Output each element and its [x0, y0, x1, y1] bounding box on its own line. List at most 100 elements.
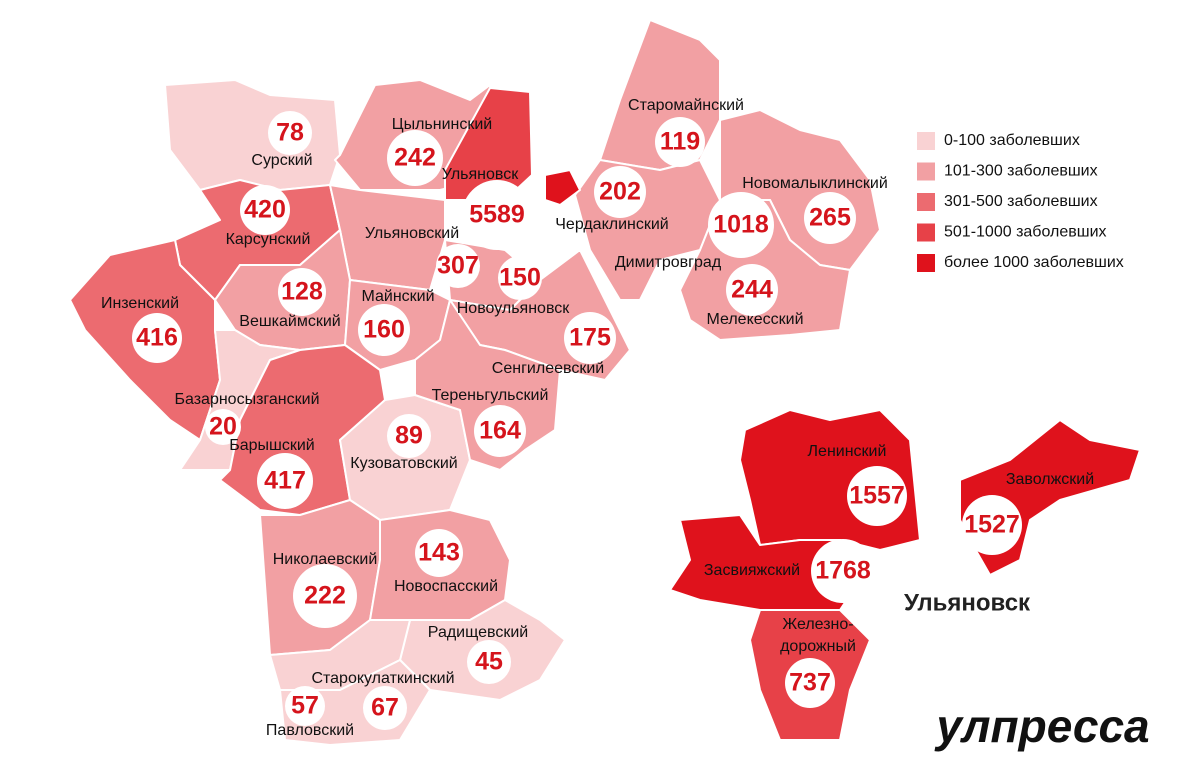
region-cases: 128: [281, 278, 323, 306]
region-cases: 160: [363, 316, 405, 344]
region-cases: 242: [394, 144, 436, 172]
district-cases: 1768: [815, 557, 871, 585]
value-badge: [708, 192, 774, 258]
region-name: Николаевский: [273, 551, 378, 568]
legend-swatch: [917, 223, 935, 242]
region-name: Тереньгульский: [432, 387, 549, 404]
legend-swatch: [917, 162, 935, 181]
value-badge: [358, 304, 410, 356]
region-cases: 244: [731, 276, 773, 304]
region-cases: 420: [244, 196, 286, 224]
value-badge: [811, 539, 875, 603]
value-badge: [363, 686, 407, 730]
region-name: Ульяновский: [365, 225, 459, 242]
region-cases: 20: [209, 413, 237, 441]
logo: улпресса: [934, 700, 1149, 752]
value-badge: [847, 466, 907, 526]
legend-label: 501-1000 заболевших: [944, 224, 1107, 241]
district-name: Железно-: [782, 616, 853, 633]
region-name: Новоульяновск: [457, 300, 571, 317]
district-name: Ленинский: [808, 443, 887, 460]
region-cases: 5589: [469, 201, 525, 229]
region-name: Карсунский: [226, 231, 311, 248]
value-badge: [436, 244, 480, 288]
labels: Сурский 78 Цыльнинский 242 Ульяновск 5589 Карс…: [101, 97, 1094, 739]
region-name: Барышский: [229, 437, 315, 454]
region-cases: 416: [136, 324, 178, 352]
region-name: Ульяновск: [442, 166, 519, 183]
region-cases: 150: [499, 264, 541, 292]
value-badge: [467, 640, 511, 684]
legend-label: 301-500 заболевших: [944, 193, 1098, 210]
region-cases: 1018: [713, 211, 769, 239]
region-name: Павловский: [266, 722, 354, 739]
city-title: Ульяновск: [904, 589, 1031, 616]
value-badge: [415, 529, 463, 577]
region-name: Старомайнский: [628, 97, 744, 114]
region-name: Старокулаткинский: [311, 670, 454, 687]
value-badge: [962, 495, 1022, 555]
district-cases: 1557: [849, 482, 905, 510]
region-name: Чердаклинский: [555, 216, 669, 233]
district-name: Заволжский: [1006, 471, 1094, 488]
region-name: Мелекесский: [706, 311, 803, 328]
region-cases: 307: [437, 252, 479, 280]
region-name: Цыльнинский: [392, 116, 493, 133]
district-name: дорожный: [780, 638, 856, 655]
legend-swatch: [917, 254, 935, 272]
legend-label: 101-300 заболевших: [944, 163, 1098, 180]
value-badge: [240, 185, 290, 235]
region-shape: [544, 169, 581, 206]
region-cases: 202: [599, 178, 641, 206]
region-name: Майнский: [361, 288, 434, 305]
district-cases: 1527: [964, 511, 1020, 539]
region-name: Кузоватовский: [350, 455, 457, 472]
value-badge: [594, 166, 646, 218]
legend-swatch: [917, 132, 935, 150]
region-cases: 164: [479, 417, 521, 445]
value-badge: [387, 414, 431, 458]
legend-swatch: [917, 193, 935, 211]
value-badge: [132, 313, 182, 363]
value-badge: [655, 117, 705, 167]
region-cases: 417: [264, 467, 306, 495]
district-name: Засвияжский: [704, 562, 800, 579]
region-name: Димитровград: [615, 254, 722, 271]
legend-label: более 1000 заболевших: [944, 254, 1124, 271]
value-badge: [726, 264, 778, 316]
value-badge: [278, 268, 326, 316]
region-cases: 67: [371, 694, 399, 722]
region-name: Сурский: [251, 152, 312, 169]
region-cases: 143: [418, 539, 460, 567]
region-cases: 222: [304, 582, 346, 610]
region-shapes: [69, 19, 1141, 746]
region-name: Новомалыклинский: [742, 175, 888, 192]
region-cases: 78: [276, 119, 304, 147]
value-badge: [804, 192, 856, 244]
region-name: Сенгилеевский: [492, 360, 604, 377]
region-cases: 265: [809, 204, 851, 232]
value-badge: [257, 453, 313, 509]
region-cases: 57: [291, 692, 319, 720]
region-cases: 175: [569, 324, 611, 352]
region-cases: 89: [395, 422, 423, 450]
region-name: Инзенский: [101, 295, 179, 312]
region-name: Базарносызганский: [174, 391, 319, 408]
value-badge: [474, 405, 526, 457]
value-badge: [293, 564, 357, 628]
value-badge: [205, 409, 241, 445]
value-badge: [564, 312, 616, 364]
region-name: Радищевский: [428, 624, 528, 641]
region-cases: 119: [660, 128, 700, 156]
value-badge: [498, 256, 542, 300]
legend: 0-100 заболевших 101-300 заболевших 301-50…: [917, 132, 1124, 272]
region-cases: 45: [475, 648, 503, 676]
region-name: Новоспасский: [394, 578, 498, 595]
region-name: Вешкаймский: [239, 313, 340, 330]
value-badge: [462, 180, 532, 250]
value-badge: [285, 686, 325, 726]
value-badge: [268, 111, 312, 155]
value-badge: [785, 658, 835, 708]
legend-label: 0-100 заболевших: [944, 132, 1080, 149]
